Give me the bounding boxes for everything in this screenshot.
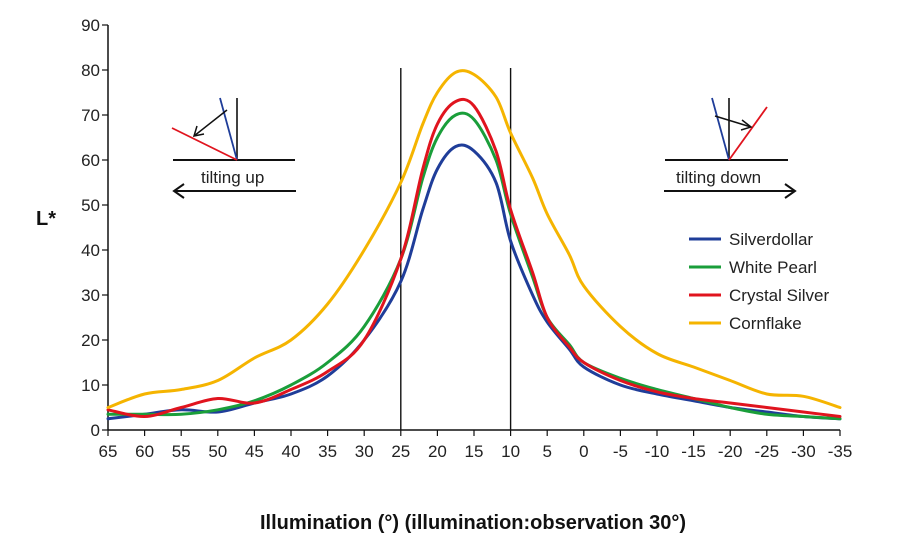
x-tick-label: -35	[828, 442, 853, 461]
legend: Silverdollar White Pearl Crystal Silver Cor…	[689, 230, 829, 333]
x-tick-label: 65	[99, 442, 118, 461]
y-tick-label: 40	[81, 241, 100, 260]
legend-label: White Pearl	[729, 258, 817, 277]
tilting-down-rotation-arrow	[714, 115, 752, 128]
series-line-cornflake	[106, 69, 842, 409]
x-tick-label: 35	[318, 442, 337, 461]
y-axis-title: L*	[36, 208, 56, 230]
tilting-up-diagram: tilting up	[171, 97, 296, 199]
y-tick-label: 60	[81, 151, 100, 170]
tilting-up-direction-arrowhead	[172, 183, 185, 199]
y-tick-label: 80	[81, 61, 100, 80]
x-tick-label: -15	[681, 442, 706, 461]
x-tick-label: -25	[755, 442, 780, 461]
legend-label: Silverdollar	[729, 230, 813, 249]
tilting-up-label: tilting up	[201, 168, 264, 187]
x-tick-label: -10	[645, 442, 670, 461]
x-tick-label: 30	[355, 442, 374, 461]
y-tick-label: 0	[91, 421, 100, 440]
x-tick-label: 20	[428, 442, 447, 461]
x-tick-label: 50	[208, 442, 227, 461]
series-lines	[106, 69, 842, 421]
x-tick-label: -30	[791, 442, 816, 461]
tilting-up-rotation-arrowhead	[192, 125, 205, 137]
tilting-down-direction-arrowhead	[784, 183, 797, 199]
tilting-down-rotation-arrowhead	[740, 119, 753, 131]
y-tick-label: 10	[81, 376, 100, 395]
x-tick-label: 5	[542, 442, 551, 461]
x-tick-label: 0	[579, 442, 588, 461]
x-tick-label: 55	[172, 442, 191, 461]
x-tick-label: 15	[465, 442, 484, 461]
x-axis-title: Illumination (°) (illumination:observati…	[260, 512, 686, 534]
tilting-down-illumination-ray	[728, 106, 768, 161]
x-tick-label: 10	[501, 442, 520, 461]
tilting-down-observation-ray	[711, 97, 730, 161]
tilting-up-illumination-ray	[171, 127, 238, 161]
series-line-crystal-silver	[106, 97, 842, 419]
legend-label: Cornflake	[729, 314, 802, 333]
y-tick-label: 90	[81, 16, 100, 35]
x-tick-label: 40	[282, 442, 301, 461]
y-tick-label: 50	[81, 196, 100, 215]
x-tick-label: 60	[135, 442, 154, 461]
legend-label: Crystal Silver	[729, 286, 829, 305]
x-tick-label: -5	[613, 442, 628, 461]
tilting-up-observation-ray	[219, 97, 238, 161]
x-tick-label: 45	[245, 442, 264, 461]
x-tick-label: -20	[718, 442, 743, 461]
x-tick-label: 25	[391, 442, 410, 461]
tilting-up-rotation-arrow	[193, 109, 228, 137]
tilting-down-label: tilting down	[676, 168, 761, 187]
tilting-down-diagram: tilting down	[664, 97, 797, 199]
reference-lines	[400, 68, 512, 430]
y-tick-label: 70	[81, 106, 100, 125]
y-tick-label: 30	[81, 286, 100, 305]
y-tick-label: 20	[81, 331, 100, 350]
